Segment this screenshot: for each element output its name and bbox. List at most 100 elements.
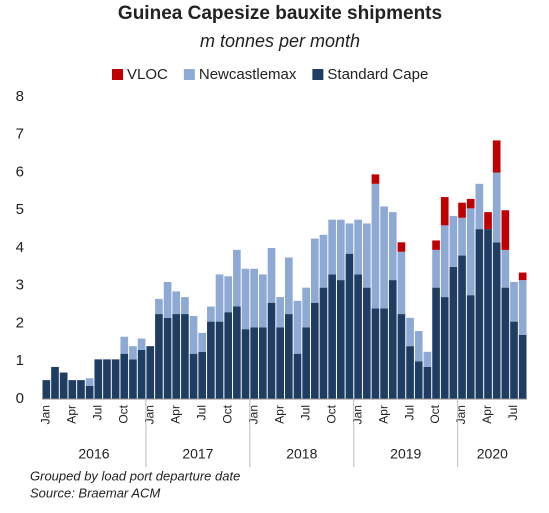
bar-segment: [466, 208, 475, 296]
year-label: 2020: [477, 446, 508, 462]
y-tick-label: 8: [16, 88, 24, 105]
x-tick-label: Jul: [194, 405, 208, 420]
bar-segment: [397, 251, 406, 315]
bar-segment: [371, 174, 380, 184]
y-tick-label: 0: [16, 390, 24, 407]
bar-segment: [388, 280, 397, 399]
bar-segment: [414, 331, 423, 362]
bar-segment: [155, 298, 163, 315]
legend-label: Newcastlemax: [199, 66, 297, 83]
bar-segment: [146, 346, 155, 399]
bar-segment: [68, 380, 77, 399]
bar-segment: [259, 327, 267, 399]
bar-segment: [293, 353, 302, 399]
bar-segment: [310, 302, 319, 399]
bar-segment: [189, 315, 198, 354]
bar-segment: [163, 281, 172, 318]
bar-segment: [293, 300, 302, 354]
bar-segment: [484, 229, 492, 399]
bar-segment: [440, 225, 449, 298]
bar-segment: [423, 366, 432, 399]
bar-segment: [458, 202, 466, 218]
x-tick-label: Jan: [142, 405, 156, 424]
year-label: 2018: [286, 446, 317, 462]
bar-segment: [163, 317, 172, 399]
x-tick-label: Apr: [64, 405, 78, 424]
bar-segment: [345, 253, 354, 399]
bar-segment: [492, 172, 501, 243]
x-tick-label: Jan: [454, 405, 468, 424]
bar-segment: [432, 240, 440, 250]
bar-segment: [302, 287, 310, 328]
bar-segment: [120, 353, 129, 399]
bar-segment: [181, 297, 189, 315]
bar-segment: [42, 380, 51, 399]
bar-segment: [362, 223, 371, 288]
bar-segment: [207, 306, 215, 322]
bar-segment: [518, 280, 527, 335]
y-tick-label: 5: [16, 201, 24, 218]
bar-segment: [510, 321, 518, 399]
year-label: 2017: [182, 446, 213, 462]
y-tick-label: 4: [16, 239, 24, 256]
bar-segment: [285, 314, 293, 399]
bar-segment: [137, 349, 146, 399]
bar-segment: [388, 212, 397, 281]
bar-segment: [129, 346, 137, 360]
bar-segment: [172, 314, 181, 399]
bar-segment: [111, 359, 120, 399]
note: Source: Braemar ACM: [30, 485, 160, 500]
legend-label: VLOC: [127, 66, 168, 83]
bar-segment: [94, 359, 103, 399]
note: Grouped by load port departure date: [30, 468, 240, 483]
bar-segment: [137, 338, 146, 350]
bar-segment: [189, 353, 198, 399]
bar-segment: [319, 234, 328, 288]
bar-segment: [501, 249, 510, 288]
bar-segment: [354, 274, 362, 399]
bar-segment: [215, 321, 224, 399]
bar-segment: [241, 268, 250, 330]
bar-segment: [59, 372, 68, 399]
bar-segment: [250, 327, 259, 399]
bar-segment: [518, 334, 527, 399]
bar-segment: [475, 183, 484, 230]
x-tick-label: Oct: [428, 404, 442, 423]
bar-segment: [276, 297, 284, 328]
bar-segment: [380, 206, 388, 309]
legend-swatch: [312, 69, 324, 80]
bar-segment: [120, 336, 129, 354]
legend-label: Standard Cape: [327, 66, 428, 83]
bar-segment: [336, 280, 345, 399]
bar-segment: [475, 229, 484, 399]
bar-segment: [85, 385, 94, 399]
bar-segment: [103, 359, 111, 399]
x-tick-label: Oct: [220, 404, 234, 423]
bar-segment: [406, 317, 414, 347]
bar-segment: [432, 249, 440, 288]
bar-segment: [466, 295, 475, 399]
bar-segment: [198, 351, 207, 399]
bar-segment: [371, 308, 380, 399]
bar-segment: [328, 219, 336, 275]
bar-segment: [215, 274, 224, 322]
bar-segment: [492, 242, 501, 399]
bar-segment: [354, 219, 362, 275]
bar-segment: [501, 287, 510, 399]
bar-segment: [362, 287, 371, 399]
bar-segment: [285, 257, 293, 315]
bar-segment: [397, 242, 406, 252]
bar-segment: [155, 314, 163, 399]
bar-segment: [336, 219, 345, 281]
bar-segment: [458, 217, 466, 256]
bar-segment: [449, 266, 458, 399]
bar-segment: [328, 274, 336, 399]
bar-segment: [345, 223, 354, 254]
bar-segment: [310, 238, 319, 303]
chart-title: Guinea Capesize bauxite shipments: [118, 3, 442, 24]
bar-segment: [233, 249, 241, 307]
x-tick-label: Jul: [90, 405, 104, 420]
bar-segment: [458, 255, 466, 399]
y-tick-label: 2: [16, 314, 24, 331]
bar-segment: [423, 351, 432, 367]
